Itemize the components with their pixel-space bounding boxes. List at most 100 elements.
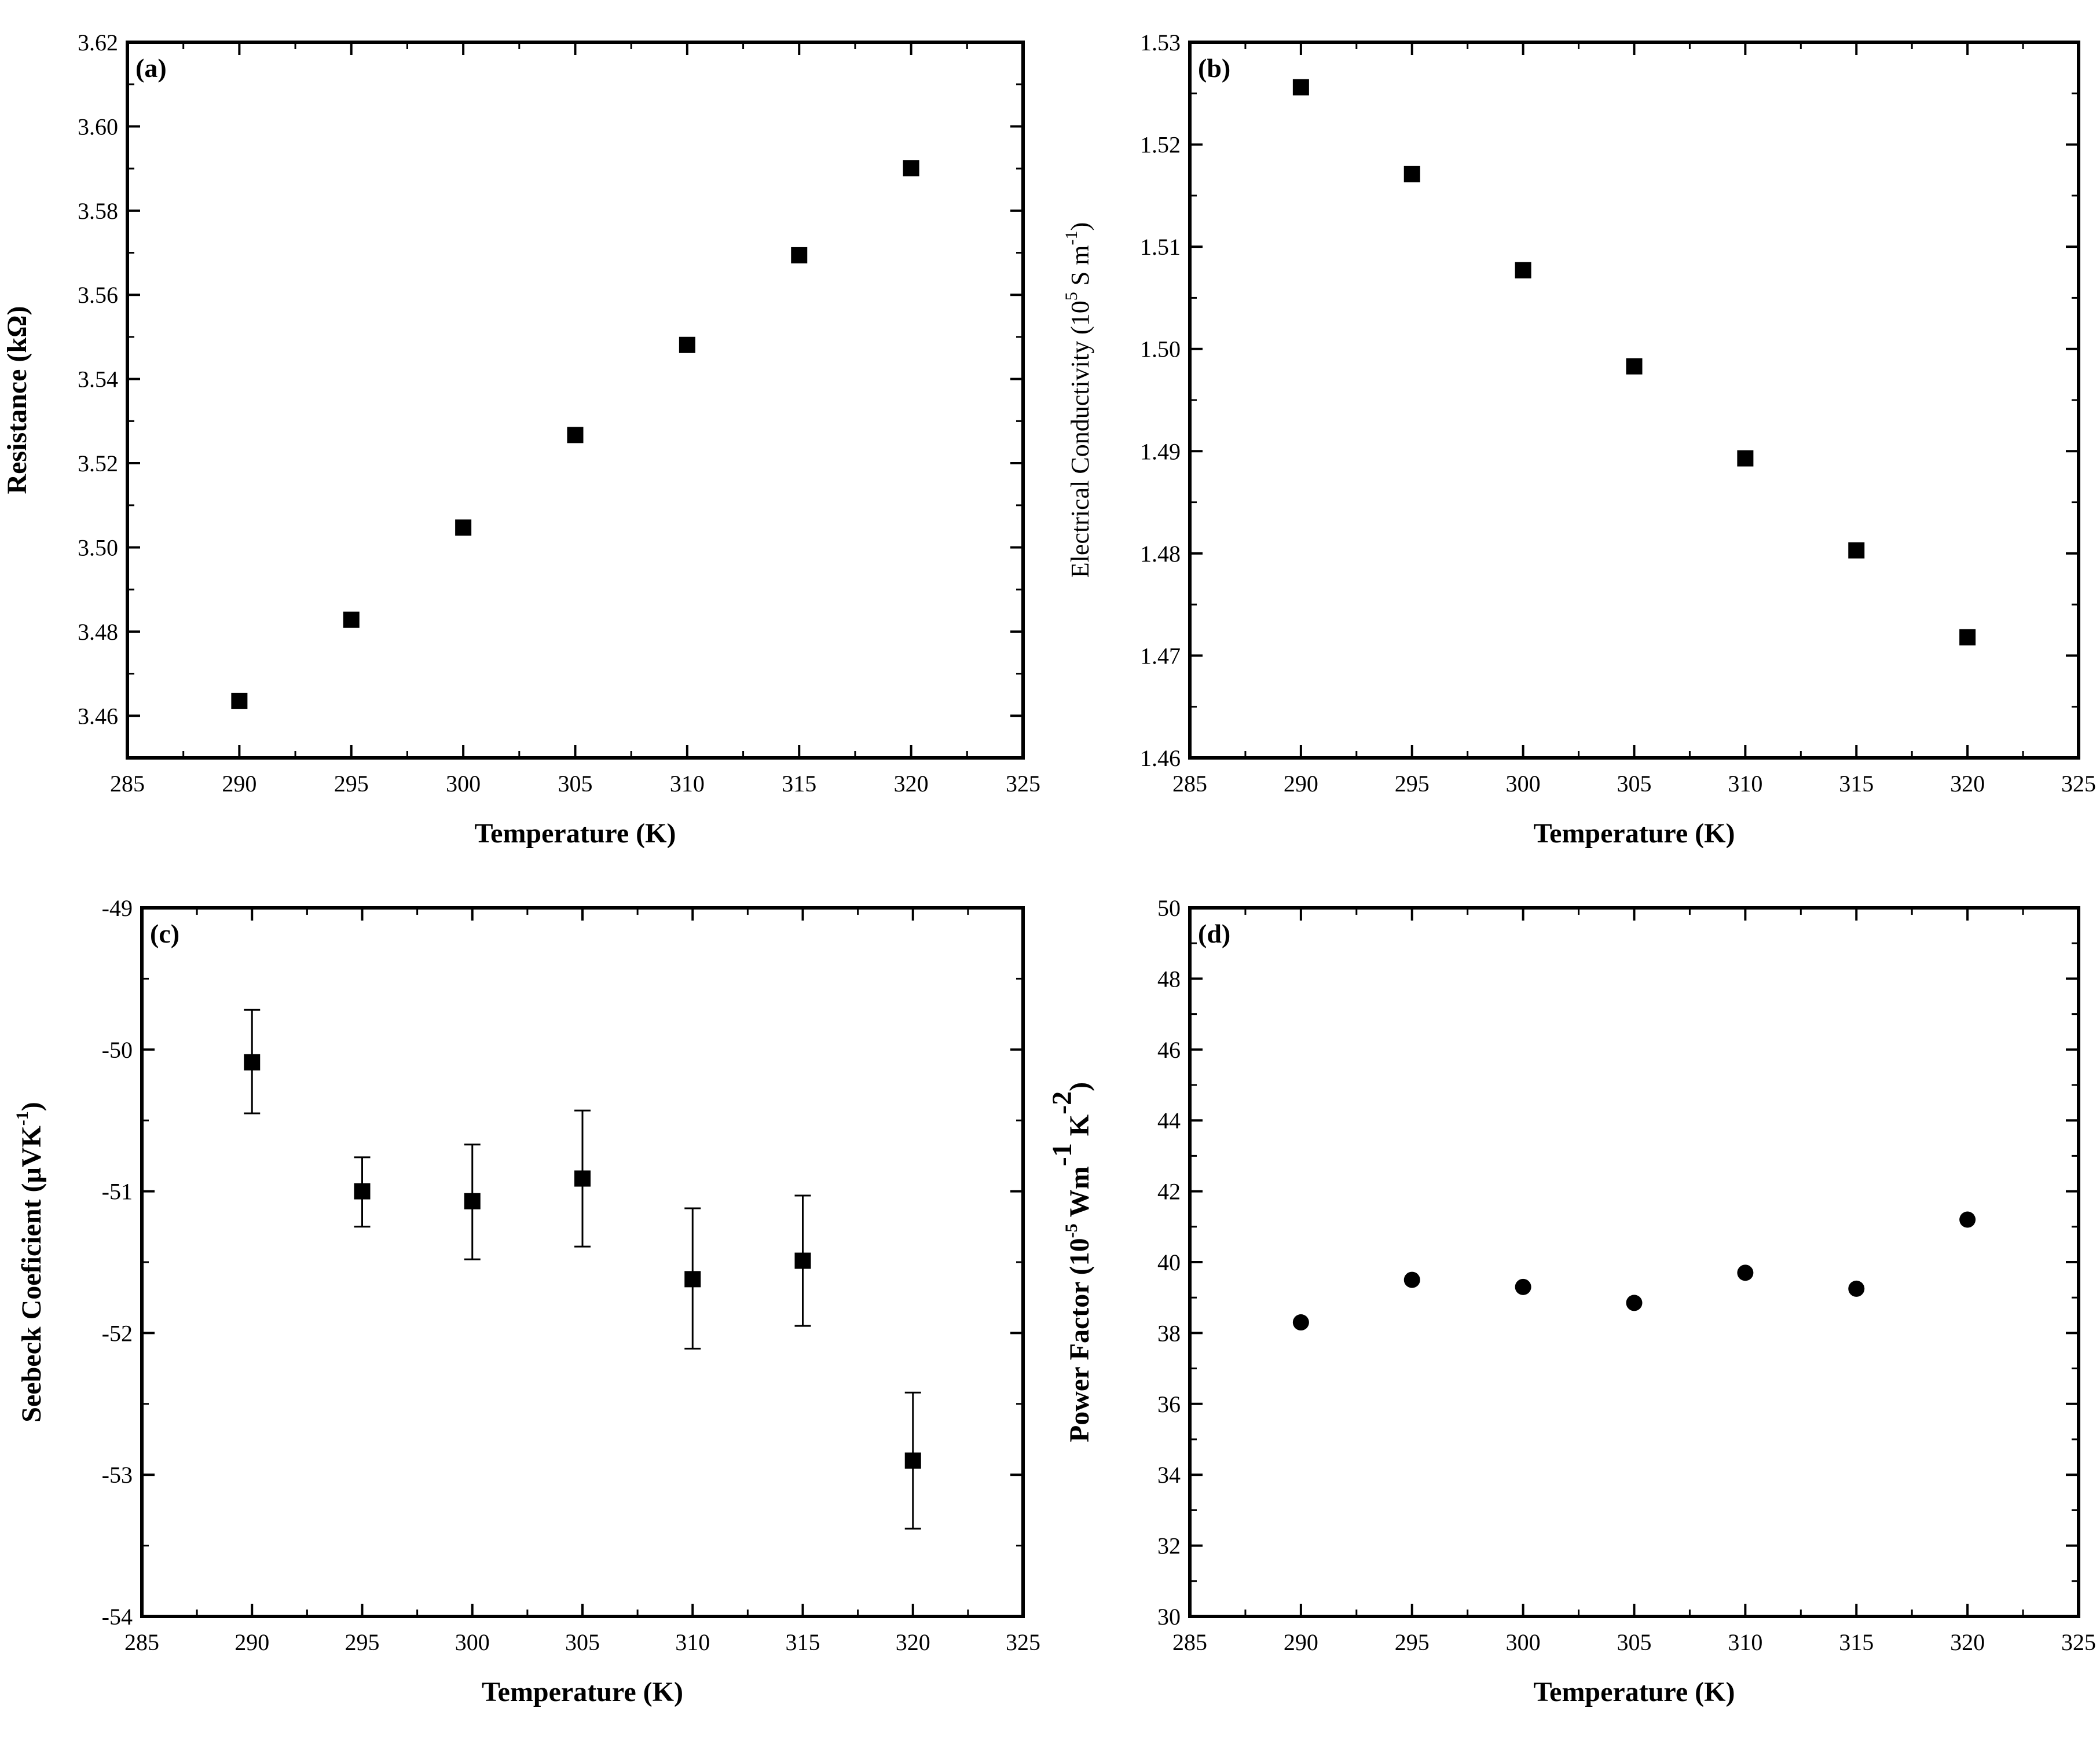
x-tick-label: 310 <box>1728 771 1762 797</box>
y-tick-label: 3.56 <box>78 282 118 308</box>
y-tick-label: 1.46 <box>1140 745 1181 771</box>
chart-d: 285 290 295 300 305 310 315 320 325 30 32 34 36 38 40 4… <box>1047 895 2096 1707</box>
y-axis-title-text: Resistance (kΩ) <box>2 306 32 494</box>
y-axis-title-text: ) <box>1066 222 1094 231</box>
x-tick-label: 300 <box>446 771 481 797</box>
data-point <box>1737 450 1754 467</box>
x-tick-label: 315 <box>782 771 816 797</box>
data-point <box>1403 1271 1420 1288</box>
y-tick-label: 32 <box>1157 1533 1181 1559</box>
data-point <box>794 1252 811 1269</box>
y-axis-title: Resistance (kΩ) <box>2 306 32 494</box>
y-tick-label: 3.54 <box>78 366 118 393</box>
x-tick-label: 320 <box>1950 1629 1985 1655</box>
data-point <box>464 1193 481 1209</box>
x-tick-label: 285 <box>110 771 145 797</box>
x-tick-label: 295 <box>1395 771 1430 797</box>
x-tick-label: 325 <box>2061 1629 2096 1655</box>
data-point <box>231 692 248 709</box>
y-axis-title-text: S m <box>1066 245 1094 292</box>
data-point <box>1292 79 1309 96</box>
x-tick-label: 290 <box>234 1629 269 1655</box>
x-tick-label: 290 <box>1284 771 1318 797</box>
data-point <box>1959 629 1976 646</box>
y-tick-label: 3.52 <box>78 450 118 476</box>
y-axis-title-unit: μVK <box>16 1126 47 1183</box>
y-tick-label: 1.49 <box>1140 438 1181 464</box>
x-tick-label: 320 <box>896 1629 930 1655</box>
y-tick-label: -51 <box>102 1179 133 1205</box>
data-point <box>567 427 584 443</box>
panel-label: (b) <box>1198 53 1230 83</box>
y-tick-label: 3.46 <box>78 703 118 729</box>
y-axis-title: Power Factor (10-5 Wm-1 K-2) <box>1047 1082 1095 1442</box>
x-tick-label: 300 <box>1506 771 1541 797</box>
y-tick-label: 3.48 <box>78 619 118 645</box>
y-tick-label: 34 <box>1157 1462 1181 1488</box>
data-point <box>1292 1314 1309 1331</box>
x-axis-title: Temperature (K) <box>1534 818 1735 849</box>
y-tick-label: 1.48 <box>1140 541 1181 567</box>
data-point <box>904 1452 921 1469</box>
data-point <box>1959 1211 1976 1228</box>
y-axis-title: Electrical Conductivity (105 S m-1) <box>1062 222 1094 578</box>
x-tick-label: 295 <box>345 1629 380 1655</box>
y-axis-title-text: Wm <box>1064 1166 1095 1223</box>
x-tick-label: 325 <box>2061 771 2096 797</box>
x-tick-label: 300 <box>1506 1629 1541 1655</box>
x-tick-label: 290 <box>1284 1629 1318 1655</box>
x-tick-label: 315 <box>786 1629 820 1655</box>
x-tick-label: 315 <box>1839 771 1874 797</box>
y-axis-title-superscript: -2 <box>1047 1091 1078 1115</box>
y-axis-title-superscript: -5 <box>1062 1223 1081 1238</box>
x-axis-title: Temperature (K) <box>475 818 676 849</box>
y-tick-label: 1.51 <box>1140 234 1181 260</box>
y-tick-label: 3.58 <box>78 198 118 224</box>
x-axis-title: Temperature (K) <box>1534 1677 1735 1707</box>
y-tick-label: 3.60 <box>78 113 118 140</box>
x-tick-label: 320 <box>894 771 929 797</box>
y-tick-label: 46 <box>1157 1037 1181 1063</box>
panel-label: (c) <box>150 919 179 948</box>
y-tick-label: -54 <box>102 1604 133 1630</box>
chart-a: 285 290 295 300 305 310 315 320 325 3.46 3.48 3.50 3… <box>2 30 1040 849</box>
x-axis-title: Temperature (K) <box>482 1677 683 1707</box>
data-point <box>1626 358 1643 375</box>
x-tick-label: 305 <box>1617 771 1652 797</box>
data-point <box>455 519 472 536</box>
data-point <box>1515 262 1531 278</box>
y-axis-title-superscript: -1 <box>1047 1143 1078 1166</box>
y-tick-label: -52 <box>102 1320 133 1346</box>
x-tick-label: 285 <box>1172 771 1207 797</box>
data-point <box>343 611 360 628</box>
y-tick-label: 3.62 <box>78 30 118 56</box>
y-axis-title-text: K <box>1064 1115 1095 1143</box>
panel-label: (a) <box>135 53 167 83</box>
y-axis-title-text: Electrical Conductivity (10 <box>1066 300 1094 578</box>
x-tick-label: 285 <box>124 1629 159 1655</box>
y-tick-label: 30 <box>1157 1604 1181 1630</box>
x-tick-label: 305 <box>558 771 593 797</box>
x-tick-label: 305 <box>565 1629 600 1655</box>
x-tick-label: 305 <box>1617 1629 1652 1655</box>
x-tick-label: 325 <box>1006 771 1040 797</box>
chart-c: 285 290 295 300 305 310 315 320 325 -54 -53 -52 -51 -… <box>13 895 1040 1707</box>
x-tick-label: 320 <box>1950 771 1985 797</box>
data-point <box>354 1183 371 1200</box>
y-axis-title-text: Power Factor (10 <box>1064 1238 1095 1442</box>
y-tick-label: 50 <box>1157 895 1181 921</box>
y-tick-label: -53 <box>102 1462 133 1488</box>
y-axis-title-superscript: -1 <box>1062 230 1081 245</box>
data-point <box>244 1054 261 1071</box>
x-tick-label: 310 <box>1728 1629 1762 1655</box>
x-tick-label: 295 <box>334 771 369 797</box>
y-axis-title: Seebeck Coeficient (μVK-1) <box>13 1102 47 1422</box>
y-tick-label: -49 <box>102 895 133 921</box>
y-tick-label: 1.53 <box>1140 30 1181 56</box>
x-tick-label: 310 <box>670 771 705 797</box>
y-tick-label: 1.47 <box>1140 643 1181 669</box>
y-tick-label: 1.52 <box>1140 132 1181 158</box>
data-point <box>679 336 695 353</box>
